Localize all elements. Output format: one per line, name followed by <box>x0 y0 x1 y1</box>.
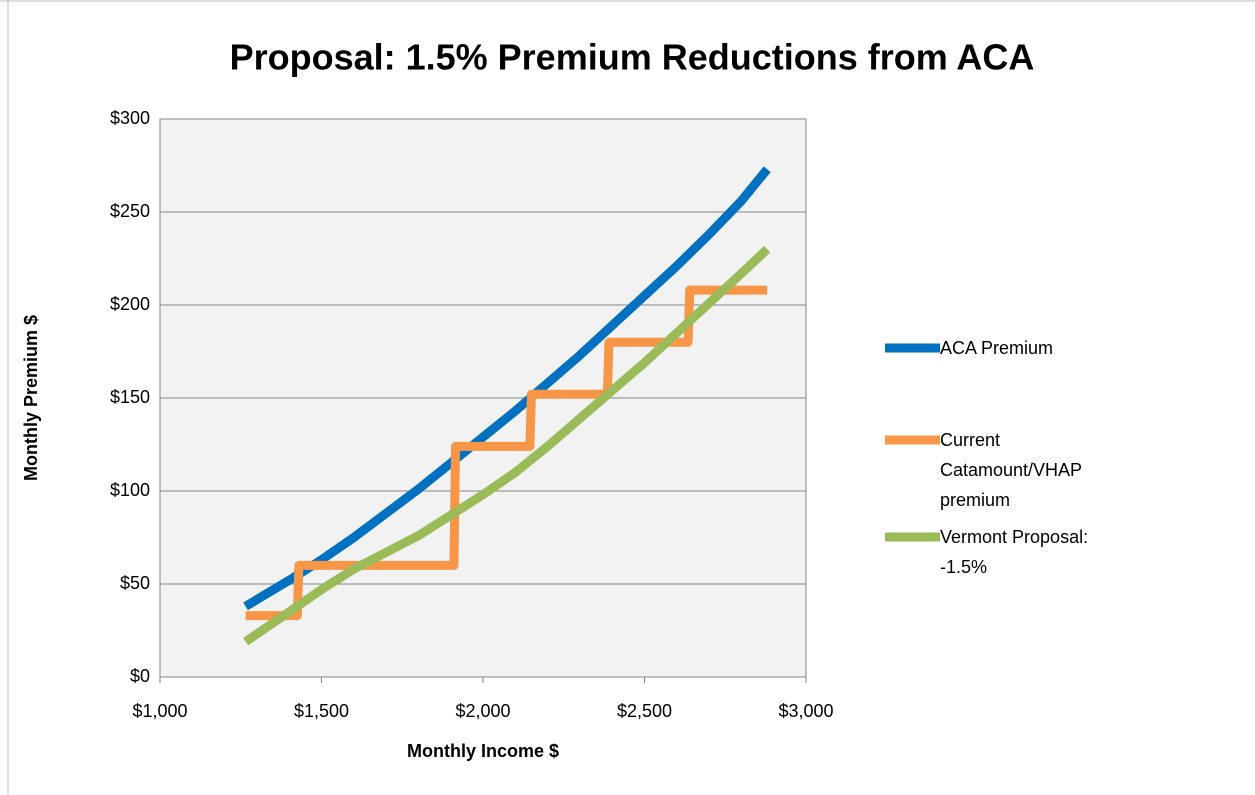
series-line <box>243 245 771 646</box>
y-tick-label: $100 <box>110 480 150 500</box>
y-tick-label: $200 <box>110 294 150 314</box>
x-axis-label: Monthly Income $ <box>407 741 559 761</box>
x-tick-label: $2,000 <box>455 701 510 721</box>
legend-label: ACA Premium <box>940 338 1054 358</box>
y-tick-label: $50 <box>120 573 150 593</box>
x-tick-label: $1,000 <box>132 701 187 721</box>
chart-title: Proposal: 1.5% Premium Reductions from A… <box>230 37 1035 78</box>
y-tick-label: $0 <box>130 666 150 686</box>
y-tick-label: $150 <box>110 387 150 407</box>
legend-label: Vermont Proposal: -1.5% <box>940 527 1089 577</box>
x-tick-label: $1,500 <box>294 701 349 721</box>
x-tick-label: $3,000 <box>778 701 833 721</box>
series-line <box>243 166 771 611</box>
x-tick-label: $2,500 <box>617 701 672 721</box>
y-tick-label: $300 <box>110 108 150 128</box>
series-line <box>245 285 768 621</box>
y-axis-label: Monthly Premium $ <box>21 315 41 481</box>
y-tick-label: $250 <box>110 201 150 221</box>
legend-label: Current Catamount/VHAP premium <box>940 430 1082 510</box>
